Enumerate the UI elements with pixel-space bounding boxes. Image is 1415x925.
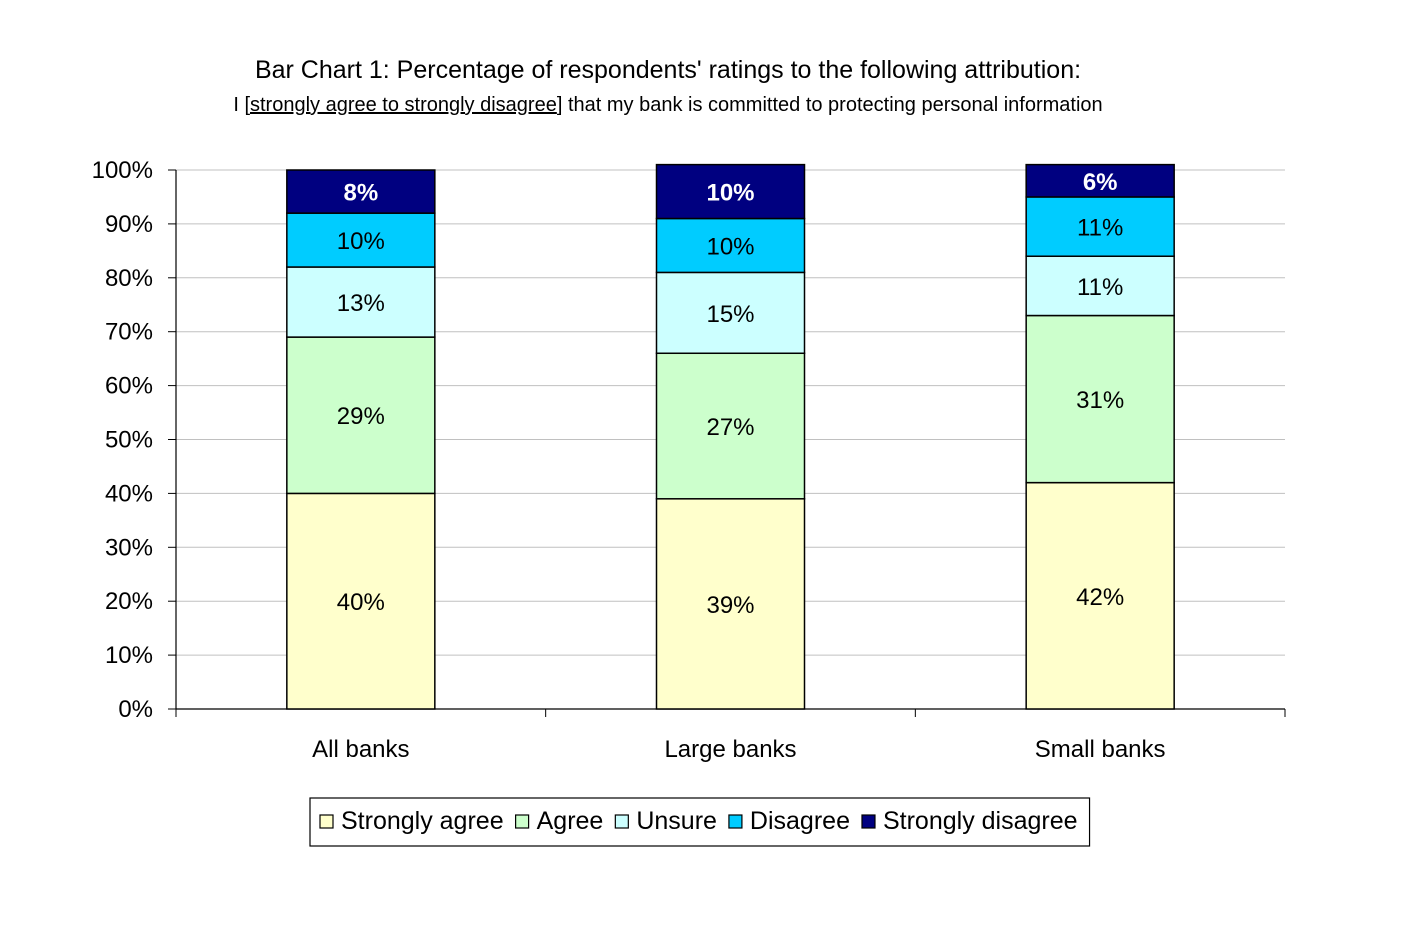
bar-segment: [1025, 163, 1175, 198]
bar-segment: [1025, 481, 1175, 710]
bar-segment: [1025, 255, 1175, 317]
legend-swatch: [861, 814, 876, 829]
y-tick-label: 10%: [105, 642, 153, 669]
chart-subtitle: I [strongly agree to strongly disagree] …: [233, 94, 1102, 116]
y-tick-label: 70%: [105, 319, 153, 346]
bar-segment: [286, 492, 436, 710]
y-tick-label: 20%: [105, 588, 153, 615]
bars: 40% 29% 13% 10% 8% 39% 27% 15% 10% 10% 42% 31% 11% 11…: [286, 163, 1175, 710]
bar-segment: [1025, 314, 1175, 484]
bar-segment: [655, 217, 806, 274]
data-label: 29%: [337, 403, 385, 430]
data-label: 11%: [1077, 274, 1123, 301]
bar-segment: [286, 336, 436, 495]
x-category-label: All banks: [312, 736, 409, 763]
y-tick-label: 50%: [105, 427, 153, 454]
bar-segment: [286, 212, 436, 268]
legend-entry: Unsure: [636, 807, 717, 835]
data-label: 11%: [1077, 215, 1123, 242]
data-label: 10%: [706, 233, 754, 260]
legend-entry: Agree: [537, 807, 604, 835]
bar-segment: [286, 266, 436, 338]
bar-segment: [655, 163, 806, 220]
legend: Strongly agree Agree Unsure Disagree Strongl…: [309, 797, 1091, 847]
legend-entry: Disagree: [750, 807, 850, 835]
data-label: 8%: [343, 180, 378, 207]
y-tick-label: 0%: [118, 696, 153, 723]
subtitle-suffix: ] that my bank is committed to protectin…: [557, 94, 1103, 116]
data-label: 31%: [1076, 387, 1124, 414]
y-tick-label: 90%: [105, 211, 153, 238]
data-label: 27%: [706, 414, 754, 441]
chart-title: Bar Chart 1: Percentage of respondents' …: [255, 56, 1081, 84]
axes: 0% 10% 20% 30% 40% 50% 60% 70% 80% 90% 100% All ban…: [92, 157, 1286, 763]
x-category-label: Large banks: [664, 736, 796, 763]
subtitle-underlined: strongly agree to strongly disagree: [250, 94, 557, 116]
subtitle-prefix: I [: [233, 94, 250, 116]
y-tick-label: 100%: [92, 157, 153, 184]
data-label: 15%: [706, 301, 754, 328]
legend-swatch: [614, 814, 629, 829]
legend-swatch: [728, 814, 743, 829]
bar-segment: [655, 352, 806, 500]
y-tick-label: 60%: [105, 373, 153, 400]
data-label: 42%: [1076, 584, 1124, 611]
legend-swatch: [319, 814, 334, 829]
x-category-label: Small banks: [1035, 736, 1166, 763]
data-label: 40%: [337, 589, 385, 616]
legend-swatch: [515, 814, 530, 829]
bar-segment: [286, 169, 436, 214]
y-tick-label: 40%: [105, 480, 153, 507]
y-tick-label: 80%: [105, 265, 153, 292]
data-label: 13%: [337, 290, 385, 317]
y-tick-label: 30%: [105, 534, 153, 561]
data-label: 39%: [706, 592, 754, 619]
data-label: 6%: [1083, 169, 1118, 196]
bar-segment: [655, 498, 806, 710]
legend-entry: Strongly agree: [341, 807, 504, 835]
data-label: 10%: [706, 180, 754, 207]
data-label: 10%: [337, 228, 385, 255]
legend-entry: Strongly disagree: [883, 807, 1078, 835]
legend-box: [309, 797, 1091, 847]
